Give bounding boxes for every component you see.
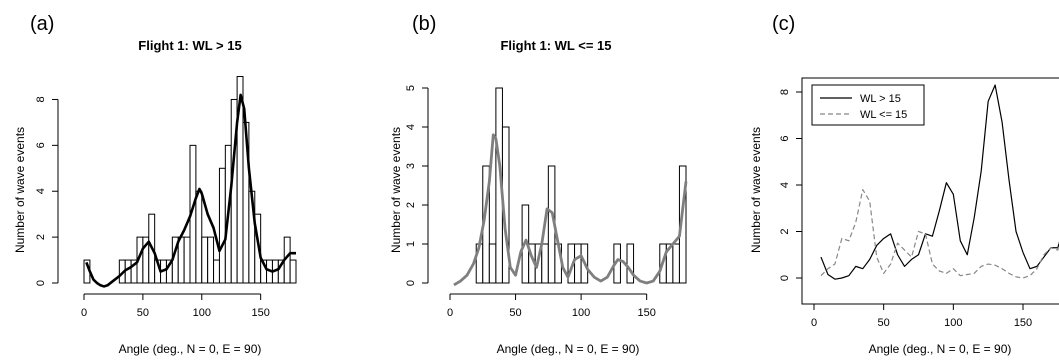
panel-a-bar (196, 191, 202, 283)
panel-c-y-axis: 0 2 4 6 8 (779, 89, 802, 281)
panel-a-bar (184, 237, 190, 283)
panel-b-y-tick-label: 1 (405, 241, 417, 247)
panel-b-bar (542, 244, 549, 283)
panel-b-bar (489, 244, 496, 283)
panel-a-y-axis: 0 2 4 6 8 (35, 96, 58, 286)
panel-b-x-tick-label: 150 (637, 307, 655, 319)
panel-a-bar (178, 237, 184, 283)
panel-b-y-tick-label: 3 (405, 163, 417, 169)
panel-a-xlabel: Angle (deg., N = 0, E = 90) (119, 342, 262, 356)
panel-c-y-tick-label: 2 (779, 228, 791, 234)
panel-b-y-tick-label: 5 (405, 85, 417, 91)
panel-c-y-tick-label: 6 (779, 135, 791, 141)
panel-a-bar (208, 237, 214, 283)
panel-a-y-tick-label: 6 (35, 142, 47, 148)
panel-b-ylabel: Number of wave events (389, 127, 403, 253)
panel-a-bar (202, 237, 208, 283)
panel-b-x-tick-label: 100 (572, 307, 590, 319)
panel-a-y-tick-label: 8 (35, 96, 47, 102)
panel-a-x-tick-label: 100 (193, 307, 211, 319)
panel-a-bar (214, 260, 220, 283)
panel-a-x-tick-label: 150 (251, 307, 269, 319)
panel-c-letter: (c) (772, 13, 795, 35)
panel-c-x-tick-label: 100 (944, 317, 962, 329)
panel-c: (c) Number of wave events Angle (deg., N… (749, 13, 1059, 356)
panel-a-x-tick-label: 0 (81, 307, 87, 319)
panel-a-y-tick-label: 2 (35, 234, 47, 240)
panel-a-ylabel: Number of wave events (13, 127, 27, 253)
panel-b-title: Flight 1: WL <= 15 (500, 38, 611, 53)
panel-c-x-tick-label: 50 (878, 317, 890, 329)
legend-label-wl-le-15: WL <= 15 (860, 109, 907, 121)
panel-b-y-tick-label: 2 (405, 202, 417, 208)
panel-b-x-tick-label: 50 (509, 307, 521, 319)
panel-b-y-tick-label: 0 (405, 280, 417, 286)
panel-b-bar (673, 244, 680, 283)
panel-c-xlabel: Angle (deg., N = 0, E = 90) (869, 342, 1012, 356)
panel-c-series-wl-le-15 (821, 190, 1059, 278)
panel-a: (a) Flight 1: WL > 15 Number of wave eve… (13, 13, 296, 356)
panel-c-legend: WL > 15 WL <= 15 (812, 85, 924, 125)
panel-b-x-tick-label: 0 (447, 307, 453, 319)
panel-c-y-tick-label: 0 (779, 275, 791, 281)
panel-a-letter: (a) (30, 13, 54, 35)
panel-b-y-tick-label: 4 (405, 124, 417, 130)
panel-c-x-axis: 0 50 100 150 (811, 304, 1032, 329)
panel-a-x-tick-label: 50 (137, 307, 149, 319)
panel-a-y-tick-label: 0 (35, 280, 47, 286)
panel-c-x-tick-label: 0 (811, 317, 817, 329)
panel-a-bar (219, 168, 225, 283)
panel-b-xlabel: Angle (deg., N = 0, E = 90) (497, 342, 640, 356)
panel-a-histogram (84, 77, 296, 283)
panel-b-y-axis: 0 1 2 3 4 5 (405, 85, 428, 286)
panel-a-bar (290, 260, 296, 283)
panel-b-letter: (b) (412, 13, 436, 35)
panel-b-bar (627, 244, 634, 283)
panel-b-x-axis: 0 50 100 150 (447, 294, 656, 319)
panel-c-y-tick-label: 4 (779, 182, 791, 188)
panel-b: (b) Flight 1: WL <= 15 Number of wave ev… (389, 13, 686, 356)
panel-b-bar (575, 244, 582, 283)
panel-a-x-axis: 0 50 100 150 (81, 294, 270, 319)
panel-a-bar (125, 260, 131, 283)
panel-c-y-tick-label: 8 (779, 89, 791, 95)
panel-c-x-tick-label: 150 (1014, 317, 1032, 329)
panel-c-ylabel: Number of wave events (749, 127, 763, 253)
panel-a-title: Flight 1: WL > 15 (138, 38, 241, 53)
panel-a-y-tick-label: 4 (35, 188, 47, 194)
legend-label-wl-gt-15: WL > 15 (860, 93, 901, 105)
